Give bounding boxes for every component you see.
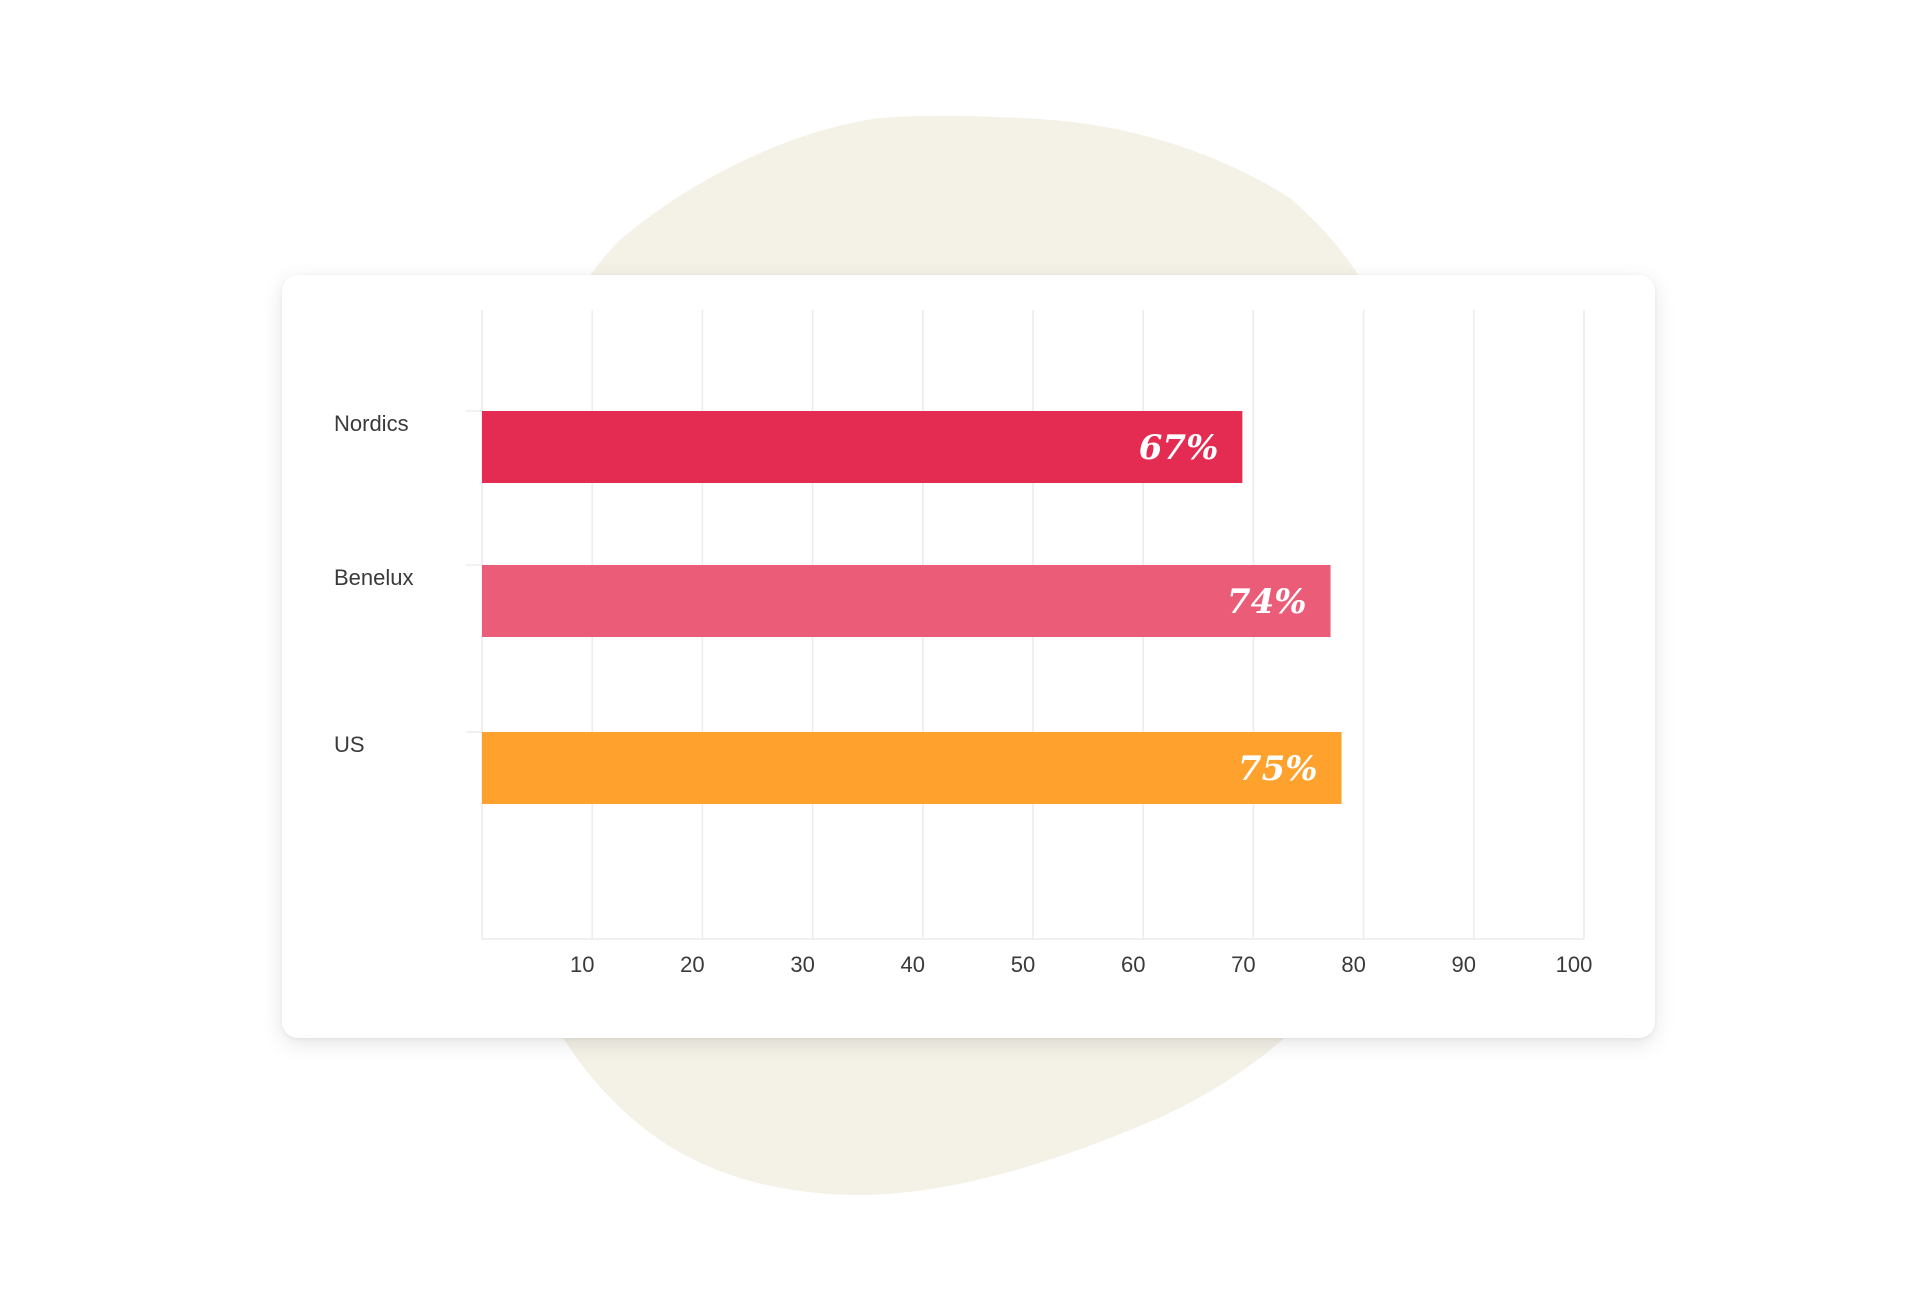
bar-us (482, 732, 1342, 804)
value-label: 67% (1139, 428, 1219, 468)
x-tick-label: 100 (1556, 952, 1593, 977)
bar-nordics (482, 411, 1243, 483)
bar-benelux (482, 565, 1331, 637)
x-tick-label: 80 (1341, 952, 1365, 977)
category-label: Benelux (334, 565, 414, 590)
x-tick-label: 30 (790, 952, 814, 977)
x-axis-ticks: 10 20 30 40 50 60 70 80 90 100 (570, 952, 1592, 977)
category-labels: Nordics Benelux US (334, 410, 482, 757)
x-tick-label: 90 (1452, 952, 1476, 977)
value-label: 74% (1227, 582, 1307, 622)
category-label: Nordics (334, 411, 409, 436)
bar-chart: 67% 74% 75% Nordics Benelux US 10 20 30 40 50 60 7… (334, 310, 1592, 977)
chart-card: 67% 74% 75% Nordics Benelux US 10 20 30 40 50 60 7… (282, 275, 1655, 1038)
x-tick-label: 10 (570, 952, 594, 977)
value-label: 75% (1238, 749, 1318, 789)
bars: 67% 74% 75% (482, 411, 1342, 804)
x-tick-label: 50 (1011, 952, 1035, 977)
x-tick-label: 40 (901, 952, 925, 977)
x-tick-label: 20 (680, 952, 704, 977)
category-label: US (334, 732, 365, 757)
x-tick-label: 60 (1121, 952, 1145, 977)
x-tick-label: 70 (1231, 952, 1255, 977)
